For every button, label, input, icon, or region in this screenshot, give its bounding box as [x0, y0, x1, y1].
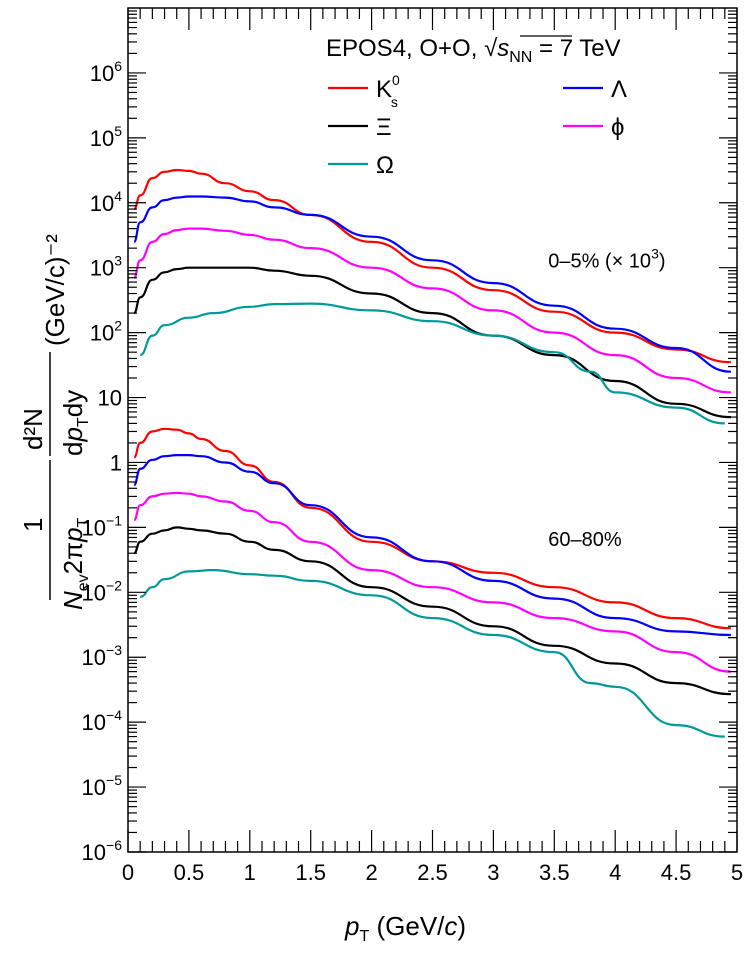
series-line-3: [133, 266, 731, 419]
y-axis-title: 1 Nev2πpT d²N dpTdy (GeV/c)⁻²: [18, 234, 92, 610]
y-tick-label: 106: [90, 58, 122, 86]
sqrt-sign: √: [484, 35, 498, 62]
x-tick-label: 3: [487, 860, 499, 885]
x-tick-label: 1: [244, 860, 256, 885]
series-line-9: [139, 568, 725, 738]
x-tick-label: 2.5: [417, 860, 448, 885]
chart-title: EPOS4, O+O, √sNN = 7 TeV: [326, 35, 621, 66]
y-tick-label: 10−4: [82, 707, 123, 735]
x-tick-label: 0: [122, 860, 134, 885]
y-title-numerator: 1: [18, 518, 48, 532]
legend-label-4: Ω: [376, 152, 394, 179]
series-line-4: [139, 302, 725, 425]
series-line-7: [133, 491, 731, 673]
y-title-denominator: Nev2πpT: [58, 517, 92, 610]
series-layer: [133, 168, 731, 738]
y-tick-label: 102: [90, 318, 122, 346]
legend: K0 s Λ Ξ ϕ Ω: [328, 72, 627, 179]
series-line-8: [133, 526, 731, 696]
x-axis-title: pT (GeV/c): [344, 911, 466, 945]
y-tick-label: 104: [90, 188, 122, 216]
plot-border: [127, 7, 738, 853]
legend-label-0: K0 s: [376, 72, 400, 110]
y-tick-label: 10−6: [82, 837, 123, 865]
y-title-unit: (GeV/c)⁻²: [40, 234, 70, 346]
series-line-5: [133, 427, 731, 630]
series-line-6: [133, 454, 731, 637]
x-tick-label: 4: [609, 860, 621, 885]
y-title-dn: d²N: [18, 408, 48, 450]
y-tick-label: 103: [90, 253, 122, 281]
series-line-2: [133, 227, 731, 394]
y-tick-label: 10−3: [82, 642, 123, 670]
x-tick-label: 3.5: [539, 860, 570, 885]
x-tick-label: 4.5: [661, 860, 692, 885]
x-tick-label: 1.5: [295, 860, 326, 885]
x-tick-label: 5: [731, 860, 743, 885]
plot-frame: [127, 7, 738, 853]
y-tick-label: 10−2: [82, 577, 123, 605]
legend-label-3: Ξ: [376, 114, 392, 141]
y-tick-label: 10−5: [82, 772, 123, 800]
series-line-0: [133, 168, 731, 364]
legend-label-1: Λ: [611, 76, 627, 103]
tick-layer: 0 0.5 1 1.5 2 2.5 3 3.5 4 4.5 5 10−6 10−5 10−4 10−3 10−…: [82, 8, 743, 885]
y-tick-label: 105: [90, 123, 122, 151]
y-title-dpdy: dpTdy: [58, 390, 92, 456]
annotation-0-5: 0–5% (× 103): [548, 246, 665, 273]
annotation-60-80: 60–80%: [548, 529, 622, 551]
series-line-1: [133, 195, 731, 373]
x-tick-label: 0.5: [174, 860, 205, 885]
y-tick-label: 10−1: [82, 512, 123, 540]
x-tick-label: 2: [365, 860, 377, 885]
legend-label-2: ϕ: [611, 114, 624, 141]
y-tick-label: 1: [110, 450, 122, 475]
y-tick-label: 10: [98, 386, 122, 411]
